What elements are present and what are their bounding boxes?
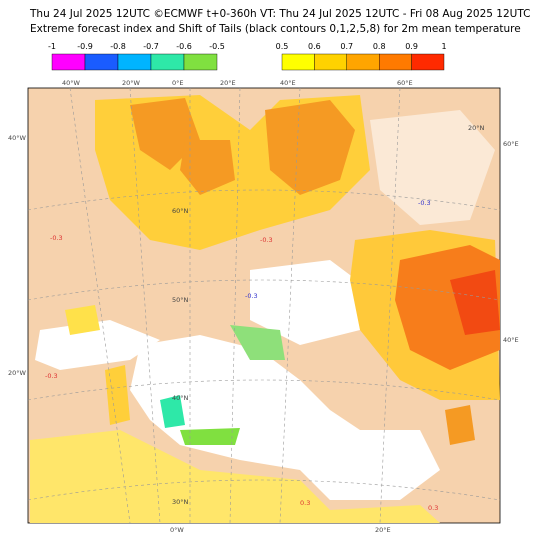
legend-tick-label: 0.9 xyxy=(405,42,418,51)
cool-area xyxy=(230,325,285,360)
lat-label: 20°N xyxy=(468,124,485,132)
warm-area xyxy=(30,430,440,523)
lat-label: 60°N xyxy=(172,207,189,215)
legend-tick-label: -0.8 xyxy=(110,42,126,51)
title-line: Thu 24 Jul 2025 12UTC ©ECMWF t+0-360h VT… xyxy=(30,8,531,20)
map-labels: 40°W 20°W 0°E 20°E 40°E 60°E 40°W 20°W 6… xyxy=(8,79,519,534)
contour-label: 0.3 xyxy=(300,499,310,507)
lon-label: 20°W xyxy=(122,79,141,87)
lon-label: 0°E xyxy=(172,79,184,87)
graticule xyxy=(27,87,501,524)
lon-label: 0°W xyxy=(170,526,184,534)
warm-area xyxy=(65,305,100,335)
legend-tick-label: -1 xyxy=(48,42,56,51)
legend-tick-label: 0.7 xyxy=(340,42,353,51)
lon-label: 60°E xyxy=(503,140,519,148)
legend-swatch xyxy=(183,53,218,71)
contour-label: -0.3 xyxy=(50,234,63,242)
white-area xyxy=(130,335,440,500)
legend-swatch xyxy=(51,53,86,71)
legend-tick-label: 1 xyxy=(441,42,446,51)
lon-label: 40°W xyxy=(62,79,81,87)
contour-label: -0.3 xyxy=(418,199,431,207)
legend-tick-label: -0.6 xyxy=(176,42,192,51)
warm-area xyxy=(105,365,130,425)
legend-tick-label: -0.9 xyxy=(77,42,93,51)
warm-core xyxy=(180,140,235,195)
legend-tick-label: -0.7 xyxy=(143,42,159,51)
lon-label: 20°W xyxy=(8,369,27,377)
legend-swatch xyxy=(150,53,185,71)
warm-core xyxy=(130,98,200,170)
lon-label: 40°W xyxy=(8,134,27,142)
lat-label: 50°N xyxy=(172,296,189,304)
legend-swatch xyxy=(411,53,445,71)
white-area xyxy=(35,320,160,370)
contour-label: -0.3 xyxy=(45,372,58,380)
legend-tick-label: 0.8 xyxy=(373,42,386,51)
legend-tick-label: -0.5 xyxy=(209,42,225,51)
lon-label: 40°E xyxy=(280,79,296,87)
lon-label: 60°E xyxy=(397,79,413,87)
cool-area xyxy=(180,428,240,445)
legend-swatch xyxy=(379,53,412,71)
legend-swatch xyxy=(314,53,347,71)
cool-area xyxy=(160,395,185,428)
legend-swatch xyxy=(346,53,380,71)
map: 40°W 20°W 0°E 20°E 40°E 60°E 40°W 20°W 6… xyxy=(8,79,519,534)
legend-swatch xyxy=(281,53,315,71)
pale-area xyxy=(370,110,495,225)
lat-label: 40°N xyxy=(172,394,189,402)
contour-label: -0.3 xyxy=(245,292,258,300)
contour-label: -0.3 xyxy=(260,236,273,244)
lon-label: 40°E xyxy=(503,336,519,344)
lat-label: 30°N xyxy=(172,498,189,506)
subtitle-line: Extreme forecast index and Shift of Tail… xyxy=(30,23,521,35)
lon-label: 20°E xyxy=(220,79,236,87)
lon-label: 20°E xyxy=(375,526,391,534)
white-area xyxy=(250,260,370,345)
legend-tick-label: 0.6 xyxy=(308,42,321,51)
legend-swatch xyxy=(84,53,119,71)
contour-label: 0.3 xyxy=(428,504,438,512)
legend-swatch xyxy=(117,53,152,71)
contour-labels: -0.3 -0.3 -0.3 -0.3 -0.3 0.3 0.3 xyxy=(45,199,438,512)
warm-core xyxy=(445,405,475,445)
hot-core xyxy=(450,270,500,335)
warm-core xyxy=(265,100,355,195)
legend-tick-label: 0.5 xyxy=(276,42,289,51)
